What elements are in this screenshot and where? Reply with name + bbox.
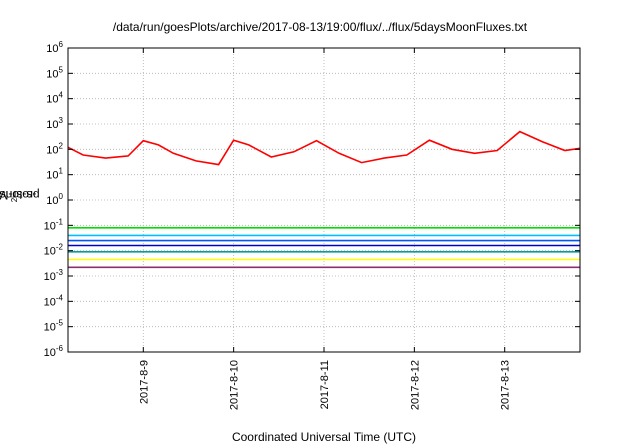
x-tick-label: 2017-8-11 [319, 360, 331, 409]
x-tick-label: 2017-8-9 [138, 360, 150, 404]
y-tick-label: 104 [46, 91, 63, 106]
x-ticks: 2017-8-9 2017-8-10 2017-8-11 2017-8-12 2017-… [138, 48, 512, 410]
y-ticks: 10-6 10-5 10-4 10-3 10-2 10-1 100 101 102 103 104 1… [44, 40, 580, 359]
y-tick-label: 105 [46, 65, 63, 80]
y-tick-label: 102 [46, 141, 63, 156]
y-tick-label: 106 [46, 40, 63, 55]
chart-title: /data/run/goesPlots/archive/2017-08-13/1… [112, 20, 528, 34]
y-tick-label: 10-2 [44, 243, 64, 258]
series-line-1 [67, 130, 581, 166]
series-lines [67, 130, 581, 269]
y-tick-label: 10-6 [44, 344, 64, 359]
x-tick-label: 2017-8-13 [500, 360, 512, 410]
y-tick-label: 103 [46, 116, 63, 131]
x-tick-label: 2017-8-10 [229, 360, 241, 410]
y-tick-label: 10-5 [44, 319, 64, 334]
x-axis-label: Coordinated Universal Time (UTC) [231, 430, 417, 444]
y-tick-label: 10-1 [44, 217, 64, 232]
y-tick-label: 10-3 [44, 268, 64, 283]
grid-lines [68, 48, 580, 352]
y-tick-label: 10-4 [44, 293, 64, 308]
y-tick-label: 100 [46, 192, 63, 207]
x-tick-label: 2017-8-12 [409, 360, 421, 410]
y-tick-label: 101 [46, 167, 63, 182]
